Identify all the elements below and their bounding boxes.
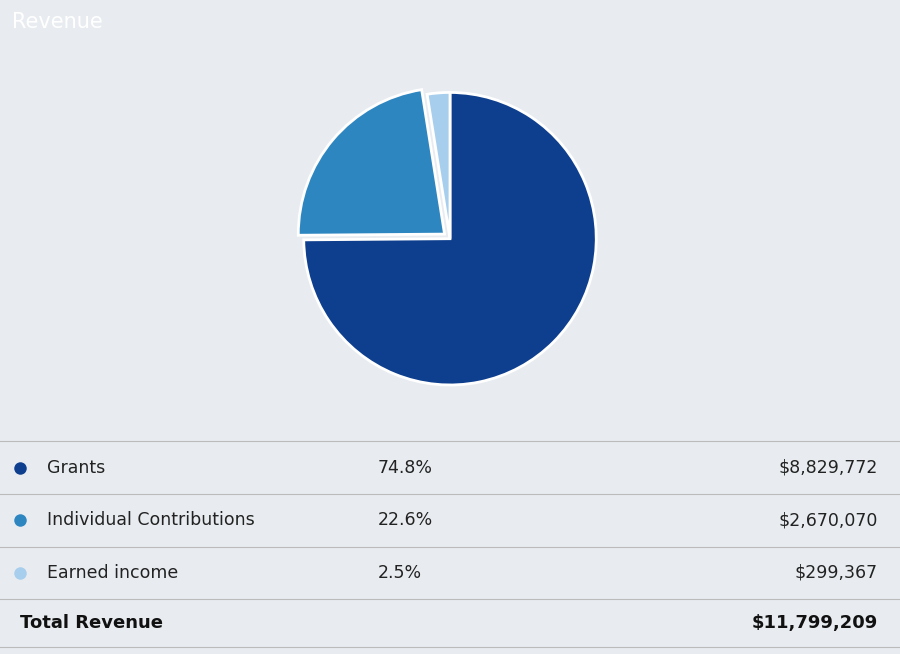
Wedge shape: [303, 92, 597, 385]
Wedge shape: [428, 92, 450, 239]
Text: $8,829,772: $8,829,772: [778, 458, 878, 477]
Text: Revenue: Revenue: [12, 12, 103, 32]
Text: Grants: Grants: [47, 458, 105, 477]
Text: 2.5%: 2.5%: [378, 564, 422, 582]
Text: Total Revenue: Total Revenue: [20, 614, 163, 632]
Text: 74.8%: 74.8%: [378, 458, 433, 477]
Wedge shape: [298, 90, 445, 235]
Text: $11,799,209: $11,799,209: [752, 614, 878, 632]
Text: Earned income: Earned income: [47, 564, 178, 582]
Text: Individual Contributions: Individual Contributions: [47, 511, 255, 529]
Text: 22.6%: 22.6%: [378, 511, 433, 529]
Text: $2,670,070: $2,670,070: [778, 511, 878, 529]
Text: $299,367: $299,367: [795, 564, 878, 582]
